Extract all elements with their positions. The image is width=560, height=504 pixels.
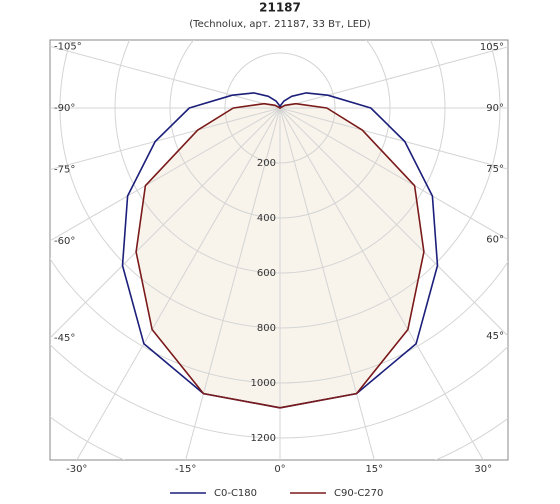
chart-title: 21187	[259, 1, 301, 15]
r-tick-label: 200	[257, 158, 276, 169]
grid-ray	[279, 107, 484, 460]
grid-ray	[185, 107, 281, 460]
grid-ray	[50, 107, 281, 339]
grid-ray	[279, 107, 508, 170]
grid-ray	[50, 107, 281, 171]
angle-tick-label: 15°	[365, 464, 383, 475]
r-tick-label: 800	[257, 323, 276, 334]
legend-label: C90-C270	[334, 488, 383, 499]
angle-tick-label: 45°	[486, 331, 504, 342]
grid-ray	[76, 107, 281, 460]
angle-tick-label: -15°	[175, 464, 196, 475]
labels: -105° -90° -75° -60° -45° -30° -15° 0° 15° 30° 45°…	[54, 41, 504, 499]
angle-tick-label: -105°	[54, 41, 82, 52]
grid-ray	[279, 107, 375, 460]
angle-tick-label: -90°	[54, 103, 75, 114]
legend-label: C0-C180	[214, 488, 257, 499]
r-tick-label: 1000	[251, 378, 276, 389]
r-tick-label: 1200	[251, 433, 276, 444]
plot-area	[50, 40, 508, 460]
angle-tick-label: -45°	[54, 333, 75, 344]
grid-ray	[50, 45, 281, 109]
series-curve	[135, 102, 425, 409]
angle-tick-label: -75°	[54, 165, 75, 176]
angle-tick-label: -60°	[54, 236, 75, 247]
angle-tick-label: 0°	[274, 464, 285, 475]
r-tick-label: 400	[257, 213, 276, 224]
angle-tick-label: 30°	[474, 464, 492, 475]
chart-subtitle: (Technolux, арт. 21187, 33 Вт, LED)	[189, 19, 371, 30]
angle-tick-label: 75°	[486, 164, 504, 175]
grid-ray	[279, 46, 508, 109]
angle-tick-label: 60°	[486, 235, 504, 246]
grid-ray	[50, 107, 281, 242]
grid-ray	[279, 107, 508, 337]
angle-tick-label: 90°	[486, 103, 504, 114]
angle-tick-label: -30°	[66, 464, 87, 475]
angle-tick-label: 105°	[480, 42, 504, 53]
grid-ray	[279, 107, 508, 241]
r-tick-label: 600	[257, 268, 276, 279]
